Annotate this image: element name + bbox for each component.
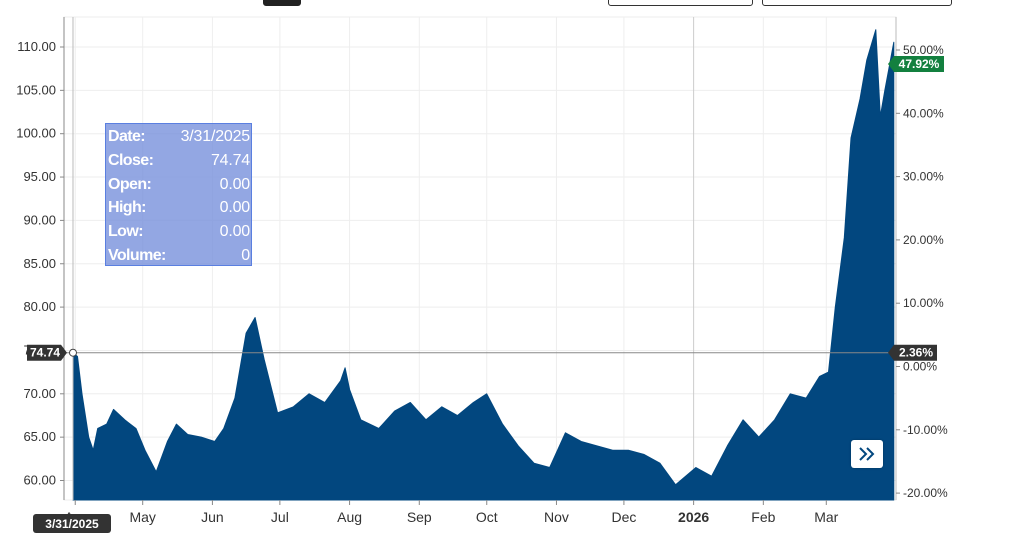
y2-tick-label: 20.00% — [903, 233, 944, 247]
tooltip-value: 0.00 — [219, 199, 251, 217]
tooltip-key: Date: — [108, 128, 146, 145]
price-series — [72, 29, 895, 501]
tooltip-value: 74.74 — [210, 151, 250, 169]
tooltip-key: Open: — [108, 175, 152, 193]
y2-tick-label: -20.00% — [903, 486, 948, 500]
top-control-date-range[interactable] — [608, 0, 753, 6]
crosshair-date-badge — [33, 514, 111, 533]
y-tick-label: 60.00 — [23, 473, 56, 488]
y-tick-label: 90.00 — [23, 212, 56, 227]
double-chevron-right-icon — [859, 447, 875, 461]
tooltip-row-open: Open: 0.00 — [108, 173, 250, 197]
y-tick-label: 80.00 — [23, 299, 56, 314]
crosshair-pct-label: 2.36% — [899, 346, 933, 360]
crosshair-price-badge — [27, 344, 67, 361]
tooltip-row-date: Date: 3/31/2025 — [108, 125, 250, 149]
tooltip-key: Volume: — [108, 246, 166, 264]
crosshair-point — [68, 348, 77, 357]
top-control-small[interactable] — [263, 0, 301, 6]
tooltip-row-high: High: 0.00 — [108, 196, 250, 220]
tooltip-value: 3/31/2025 — [180, 128, 251, 145]
crosshair-date-label: 3/31/2025 — [45, 517, 99, 531]
x-tick-label: Aug — [337, 509, 362, 525]
y-tick-label: 105.00 — [16, 82, 56, 97]
x-tick-label: Mar — [814, 509, 838, 525]
x-tick-label: Sep — [407, 509, 432, 525]
y-tick-label: 85.00 — [23, 256, 56, 271]
y-axis-right: -20.00% -10.00% 0.00% 10.00% 20.00% 30.00% 40.… — [896, 43, 948, 500]
last-value-label: 47.92% — [899, 57, 940, 71]
y-axis-left: 60.0065.0070.0075.0080.0085.0090.0095.00… — [16, 39, 64, 488]
y2-tick-label: -10.00% — [903, 423, 948, 437]
x-tick-label: May — [129, 509, 155, 525]
x-tick-label: Nov — [544, 509, 569, 525]
y-tick-label: 110.00 — [17, 39, 56, 54]
y2-tick-label: 0.00% — [903, 360, 937, 374]
y-tick-label: 95.00 — [23, 169, 56, 184]
crosshair — [64, 17, 896, 500]
crosshair-pct-badge — [888, 344, 937, 361]
x-axis: AprMayJunJulAugSepOctNovDec2026FebMar — [64, 500, 839, 525]
tooltip-row-close: Close: 74.74 — [108, 149, 250, 173]
crosshair-price-label: 74.74 — [30, 346, 60, 360]
y-tick-label: 65.00 — [23, 429, 56, 444]
tooltip-value: 0.00 — [219, 175, 251, 193]
price-area — [72, 29, 895, 501]
x-tick-label: Dec — [611, 509, 636, 525]
x-tick-label: Feb — [751, 509, 775, 525]
x-tick-label: Jun — [201, 509, 224, 525]
y2-tick-label: 30.00% — [903, 170, 944, 184]
tooltip-row-low: Low: 0.00 — [108, 220, 250, 244]
y2-tick-label: 40.00% — [903, 106, 944, 120]
tooltip-value: 0.00 — [219, 223, 251, 241]
tooltip-key: Low: — [108, 223, 144, 241]
tooltip-key: High: — [108, 199, 146, 217]
y-tick-label: 70.00 — [23, 386, 56, 401]
x-tick-label: Oct — [476, 509, 498, 525]
tooltip-row-volume: Volume: 0 — [108, 244, 250, 268]
last-value-badge — [888, 56, 944, 72]
axis-badges: 74.74 2.36% 47.92% 3/31/2025 — [27, 56, 944, 533]
y2-tick-label: 10.00% — [903, 296, 944, 310]
expand-chart-button[interactable] — [851, 440, 883, 468]
x-tick-label: Jul — [271, 509, 289, 525]
tooltip-key: Close: — [108, 151, 154, 169]
tooltip-value: 0 — [241, 246, 250, 264]
y-tick-label: 100.00 — [16, 126, 56, 141]
x-tick-label: 2026 — [678, 509, 709, 525]
hover-tooltip: Date: 3/31/2025 Close: 74.74 Open: 0.00 Hig… — [105, 123, 252, 266]
top-control-compare[interactable] — [762, 0, 952, 6]
y2-tick-label: 50.00% — [903, 43, 944, 57]
